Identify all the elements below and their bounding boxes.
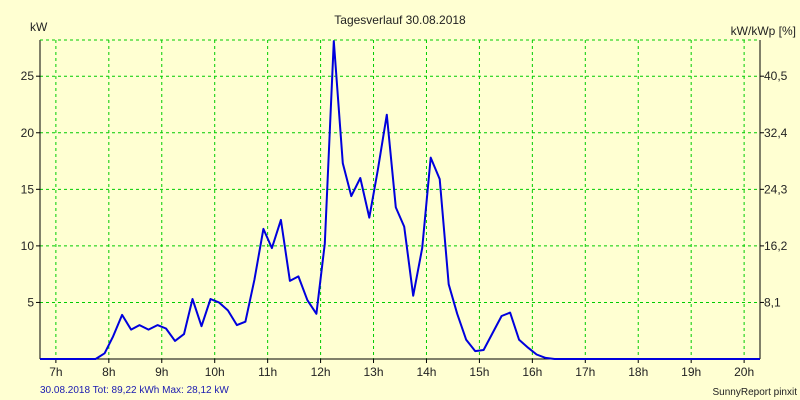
y-tick-label-right: 40,5 [764, 69, 788, 83]
y-tick-label-right: 16,2 [764, 239, 788, 253]
y-tick-label-right: 8,1 [764, 295, 781, 309]
x-tick-label: 16h [522, 365, 542, 379]
y-tick-label-left: 5 [27, 295, 34, 309]
x-tick-label: 19h [681, 365, 701, 379]
y-tick-label-left: 15 [21, 182, 35, 196]
footer-credit: SunnyReport pinxit [713, 387, 798, 398]
x-tick-label: 15h [469, 365, 489, 379]
y-tick-label-left: 25 [21, 69, 35, 83]
x-tick-label: 8h [102, 365, 115, 379]
x-tick-label: 18h [628, 365, 648, 379]
y-tick-label-right: 32,4 [764, 126, 788, 140]
x-tick-label: 14h [416, 365, 436, 379]
x-tick-label: 20h [734, 365, 754, 379]
y-tick-label-left: 10 [21, 239, 35, 253]
plot-area: 7h 8h 9h 10h 11h 12h 13h 14h 15h 16h 17h 18h 19h 20h 5… [21, 39, 788, 379]
x-tick-label: 9h [155, 365, 168, 379]
x-tick-label: 7h [49, 365, 62, 379]
series-line [40, 40, 760, 360]
y-tick-label-right: 24,3 [764, 182, 788, 196]
x-tick-label: 12h [311, 365, 331, 379]
y-tick-label-left: 20 [21, 126, 35, 140]
y-axis-label-left: kW [30, 20, 48, 34]
chart-title: Tagesverlauf 30.08.2018 [334, 13, 466, 27]
x-tick-label: 10h [205, 365, 225, 379]
x-tick-label: 17h [575, 365, 595, 379]
x-tick-label: 11h [258, 365, 277, 379]
x-tick-label: 13h [364, 365, 384, 379]
y-axis-label-right: kW/kWp [%] [731, 24, 796, 38]
footer-summary: 30.08.2018 Tot: 89,22 kWh Max: 28,12 kW [40, 385, 229, 396]
